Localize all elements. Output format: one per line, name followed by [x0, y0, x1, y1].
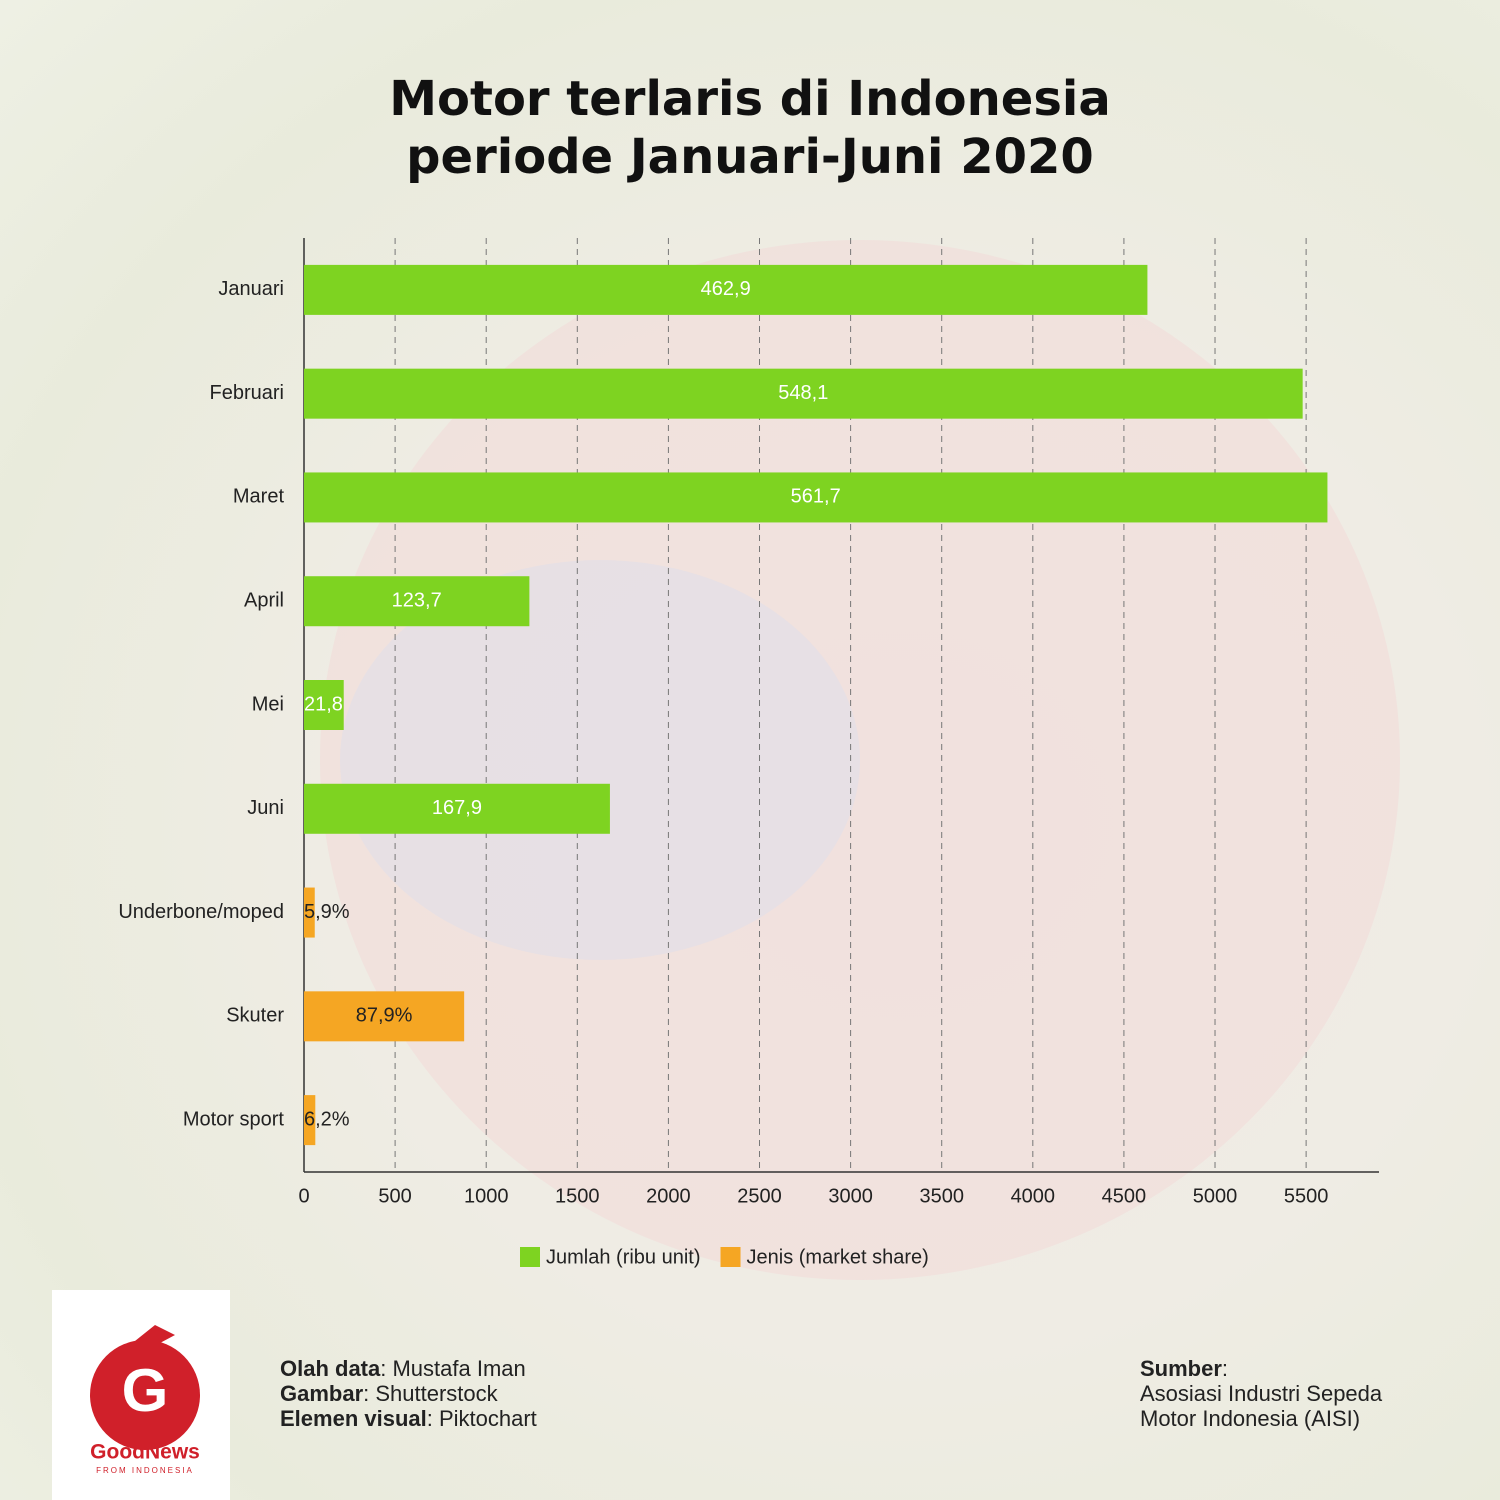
y-tick-label: Skuter — [226, 1005, 284, 1027]
bar — [304, 472, 1328, 523]
logo-emblem — [90, 1340, 200, 1450]
credit-label: Elemen visual — [280, 1406, 427, 1431]
credit: Gambar: Shutterstock — [280, 1381, 499, 1406]
y-tick-label: Januari — [218, 278, 284, 300]
y-tick-label: April — [244, 590, 284, 612]
x-tick-label: 4500 — [1102, 1185, 1147, 1207]
x-tick-label: 5500 — [1284, 1185, 1329, 1207]
y-tick-label: Mei — [252, 693, 284, 715]
source-text: Motor Indonesia (AISI) — [1140, 1406, 1360, 1431]
logo-letter: G — [122, 1357, 169, 1424]
x-tick-label: 0 — [298, 1185, 309, 1207]
source-label: Sumber — [1140, 1356, 1222, 1381]
x-tick-label: 4000 — [1011, 1185, 1056, 1207]
credit-label: Gambar — [280, 1381, 364, 1406]
x-tick-label: 3000 — [828, 1185, 873, 1207]
y-tick-label: Februari — [210, 382, 284, 404]
source-colon: : — [1222, 1356, 1228, 1381]
bar — [304, 887, 315, 938]
chart-title: Motor terlaris di Indonesia — [389, 71, 1111, 127]
x-tick-label: 5000 — [1193, 1185, 1238, 1207]
data-label: 167,9 — [432, 797, 482, 819]
credit-text: : Shutterstock — [363, 1381, 499, 1406]
x-tick-label: 2000 — [646, 1185, 691, 1207]
data-label: 462,9 — [701, 278, 751, 300]
x-tick-label: 3500 — [919, 1185, 964, 1207]
source-label: Sumber: — [1140, 1356, 1228, 1381]
logo-name: GoodNews — [90, 1441, 200, 1464]
bar — [304, 264, 1148, 315]
y-tick-label: Maret — [233, 486, 285, 508]
credit-text: : Mustafa Iman — [380, 1356, 526, 1381]
bar — [304, 368, 1303, 419]
bar — [304, 1095, 316, 1146]
x-tick-label: 500 — [378, 1185, 411, 1207]
data-label: 548,1 — [778, 382, 828, 404]
bar — [304, 991, 465, 1042]
data-label: 6,2% — [304, 1108, 350, 1130]
x-tick-label: 2500 — [737, 1185, 782, 1207]
x-tick-label: 1000 — [464, 1185, 509, 1207]
chart-title: periode Januari-Juni 2020 — [406, 129, 1094, 185]
legend-label: Jumlah (ribu unit) — [546, 1246, 701, 1268]
y-tick-label: Juni — [247, 797, 284, 819]
data-label: 5,9% — [304, 901, 350, 923]
y-tick-label: Motor sport — [183, 1108, 285, 1130]
y-tick-label: Underbone/moped — [118, 901, 284, 923]
credit-label: Olah data — [280, 1356, 381, 1381]
logo-tagline: FROM INDONESIA — [96, 1466, 194, 1475]
data-label: 123,7 — [392, 590, 442, 612]
data-label: 561,7 — [791, 486, 841, 508]
credit: Elemen visual: Piktochart — [280, 1406, 537, 1431]
bar — [304, 576, 530, 627]
credit-text: : Piktochart — [427, 1406, 537, 1431]
legend-label: Jenis (market share) — [747, 1246, 929, 1268]
bar — [304, 680, 344, 730]
source-text: Asosiasi Industri Sepeda — [1140, 1381, 1383, 1406]
background-shape — [340, 560, 860, 960]
data-label: 87,9% — [356, 1005, 413, 1027]
bar — [304, 783, 610, 834]
logo-emblem — [130, 1325, 175, 1345]
legend-swatch — [520, 1247, 540, 1267]
credit: Olah data: Mustafa Iman — [280, 1356, 526, 1381]
x-tick-label: 1500 — [555, 1185, 600, 1207]
legend-swatch — [720, 1247, 741, 1267]
data-label: 21,8 — [304, 693, 343, 715]
